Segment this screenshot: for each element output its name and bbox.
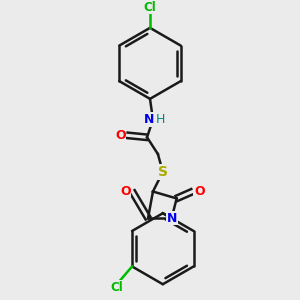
Text: O: O [115, 129, 126, 142]
Text: H: H [156, 113, 166, 126]
Text: Cl: Cl [110, 281, 123, 294]
Text: S: S [158, 165, 168, 179]
Text: N: N [167, 212, 177, 225]
Text: N: N [144, 113, 154, 126]
Text: O: O [194, 185, 205, 198]
Text: O: O [120, 185, 131, 198]
Text: Cl: Cl [144, 1, 156, 13]
